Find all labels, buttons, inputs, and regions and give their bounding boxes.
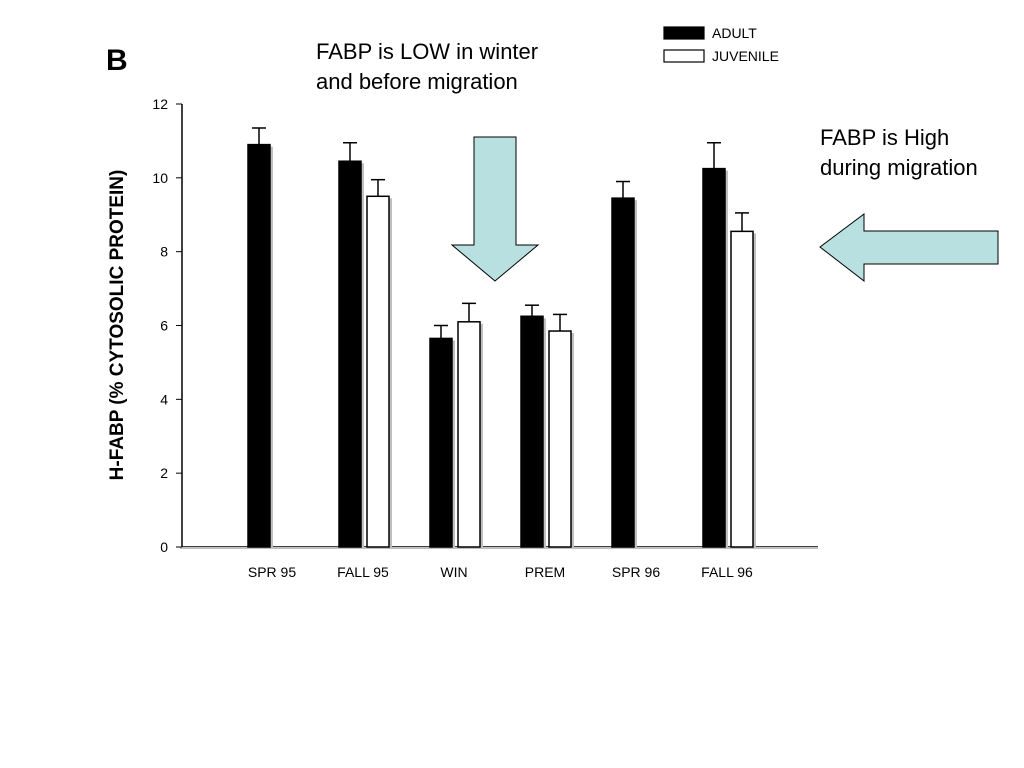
bar-adult: [611, 197, 635, 548]
bars: [247, 127, 756, 548]
x-tick-label: SPR 95: [248, 564, 296, 580]
bar-adult: [247, 143, 271, 548]
legend-swatch-juvenile: [663, 49, 705, 63]
bar-adult: [429, 337, 453, 548]
x-tick-label: SPR 96: [612, 564, 660, 580]
annotation-high: FABP is High during migration: [820, 123, 978, 183]
y-tick-label: 6: [160, 318, 168, 334]
legend-label-juvenile: JUVENILE: [712, 48, 779, 64]
legend: ADULT JUVENILE: [663, 25, 779, 64]
x-tick-label: FALL 95: [337, 564, 389, 580]
y-tick-label: 12: [152, 96, 168, 112]
legend-swatch-adult: [663, 26, 705, 40]
annotation-low-line-1: FABP is LOW in winter: [316, 39, 539, 64]
arrows: [450, 136, 999, 283]
bar-adult: [702, 167, 726, 548]
bar-juvenile: [730, 230, 754, 548]
annotation-low: FABP is LOW in winter and before migrati…: [316, 37, 538, 97]
annotation-high-line-1: FABP is High: [820, 125, 950, 150]
bar-adult: [338, 160, 362, 548]
left-arrow-icon: [819, 213, 999, 283]
down-arrow-icon: [450, 136, 540, 282]
y-tick-label: 4: [160, 391, 168, 407]
y-tick-label: 10: [152, 170, 168, 186]
bar-juvenile: [457, 321, 481, 548]
x-tick-label: WIN: [440, 564, 467, 580]
y-tick-label: 2: [160, 465, 168, 481]
bar-adult: [520, 315, 544, 548]
x-tick-label: FALL 96: [701, 564, 753, 580]
x-tick-label: PREM: [525, 564, 565, 580]
y-tick-label: 0: [160, 539, 168, 555]
annotation-low-line-2: and before migration: [316, 69, 518, 94]
panel-letter: B: [106, 44, 128, 77]
legend-label-adult: ADULT: [712, 25, 757, 41]
bar-juvenile: [366, 195, 390, 548]
x-tick-labels: SPR 95 FALL 95 WIN PREM SPR 96 FALL 96: [248, 564, 753, 580]
bar-juvenile: [548, 330, 572, 548]
y-tick-label: 8: [160, 244, 168, 260]
annotation-high-line-2: during migration: [820, 155, 978, 180]
